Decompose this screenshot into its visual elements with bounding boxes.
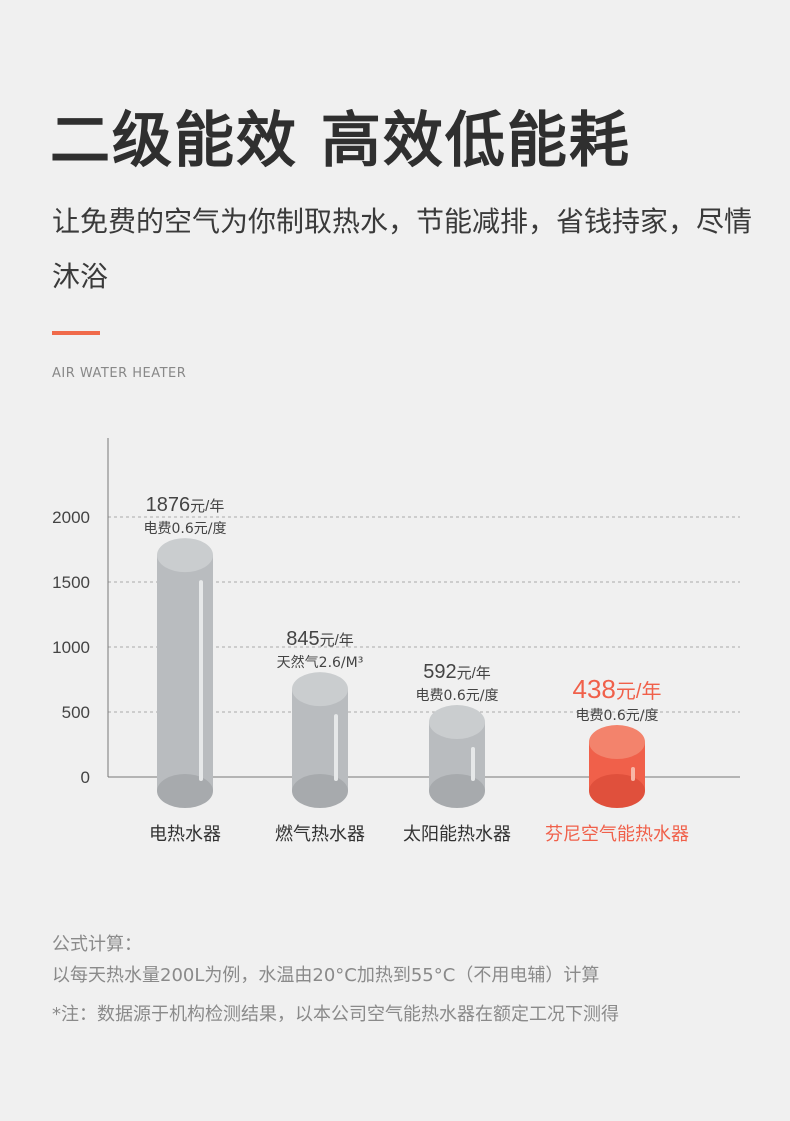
formula-label: 公式计算： [52,934,142,955]
note-label: 天然气2.6/M³ [277,654,364,671]
y-tick-label: 1000 [52,638,90,657]
bar-top [589,725,645,760]
y-tick-label: 500 [62,703,90,722]
bar-base [292,774,348,808]
formula-text: 以每天热水量200L为例，水温由20°C加热到55°C（不用电辅）计算 [52,965,600,986]
note-label: 电费0.6元/度 [416,688,499,704]
category-label: 燃气热水器 [275,824,365,845]
note-label: 电费0.6元/度 [576,708,659,724]
bar-top [292,672,348,707]
value-label: 1876元/年 [146,494,225,516]
category-label: 芬尼空气能热水器 [545,824,689,845]
bar-top [429,705,485,740]
bar-shine [471,747,475,781]
page-title: 二级能效 高效低能耗 [50,106,631,176]
bar-base [589,774,645,808]
y-tick-label: 2000 [52,508,90,527]
category-label: 太阳能热水器 [403,824,511,845]
bar-base [157,774,213,808]
value-label: 845元/年 [286,628,354,650]
bar-shine [631,767,635,781]
category-label: 电热水器 [149,824,221,845]
data-note: *注：数据源于机构检测结果，以本公司空气能热水器在额定工况下测得 [52,1004,619,1025]
note-label: 电费0.6元/度 [144,521,227,537]
value-label: 438元/年 [573,674,662,704]
bar-shine [334,714,338,781]
page-subtitle: 让免费的空气为你制取热水，节能减排，省钱持家，尽情沐浴 [52,205,753,293]
bar-base [429,774,485,808]
english-caption: AIR WATER HEATER [52,366,187,381]
bar-shine [199,580,203,781]
y-tick-label: 1500 [52,573,90,592]
bar-top [157,538,213,573]
bar-body [157,555,213,791]
accent-divider [52,331,100,335]
y-tick-label: 0 [81,768,90,787]
value-label: 592元/年 [423,661,491,683]
